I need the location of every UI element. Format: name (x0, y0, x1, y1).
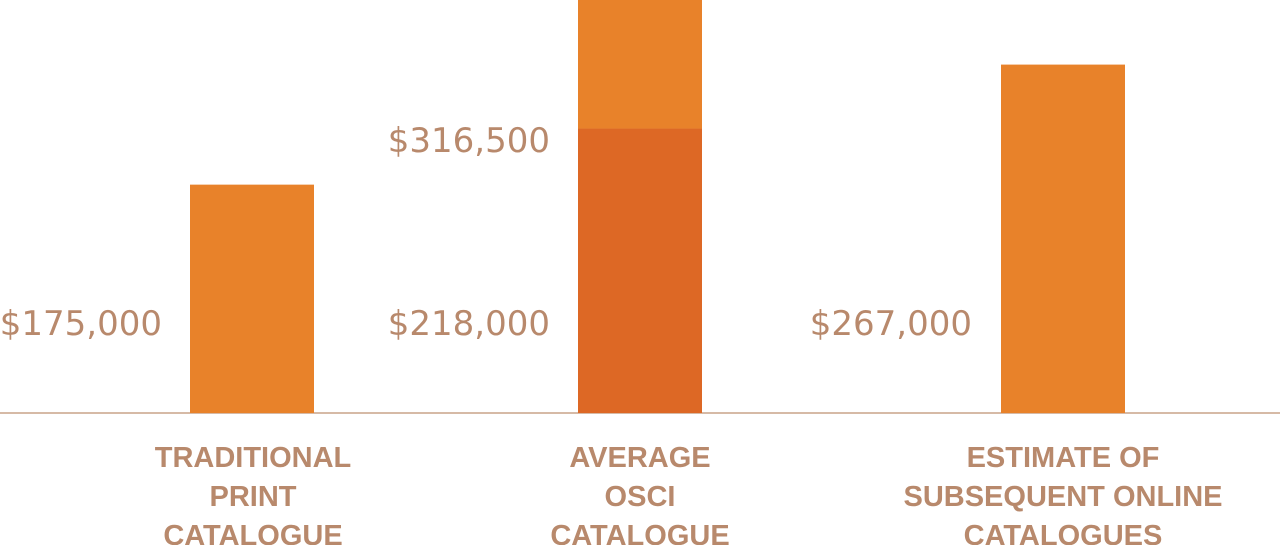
category-label-1-line-2: CATALOGUE (550, 520, 729, 545)
value-labels-group: $175,000 $218,000 $316,500 $267,000 (0, 121, 972, 344)
bar-2-segment-0 (1001, 64, 1125, 414)
bar-1-segment-1 (578, 0, 702, 129)
category-labels-group: TRADITIONAL PRINT CATALOGUE AVERAGE OSCI CATA… (155, 442, 1223, 545)
bar-0-segment-0 (190, 184, 314, 413)
value-label-1: $218,000 (388, 304, 550, 344)
value-label-3: $267,000 (810, 304, 972, 344)
category-label-0-line-0: TRADITIONAL (155, 442, 352, 474)
category-label-2-line-2: CATALOGUES (964, 520, 1163, 545)
category-label-0-line-2: CATALOGUE (163, 520, 342, 545)
value-label-0: $175,000 (0, 304, 162, 344)
category-label-2-line-0: ESTIMATE OF (967, 442, 1160, 474)
value-label-2: $316,500 (388, 121, 550, 161)
category-label-1-line-0: AVERAGE (569, 442, 710, 474)
bar-1-segment-0 (578, 128, 702, 413)
category-label-2-line-1: SUBSEQUENT ONLINE (903, 481, 1222, 513)
category-label-0-line-1: PRINT (210, 481, 297, 513)
bars-group (190, 0, 1125, 414)
category-label-1-line-1: OSCI (605, 481, 676, 513)
